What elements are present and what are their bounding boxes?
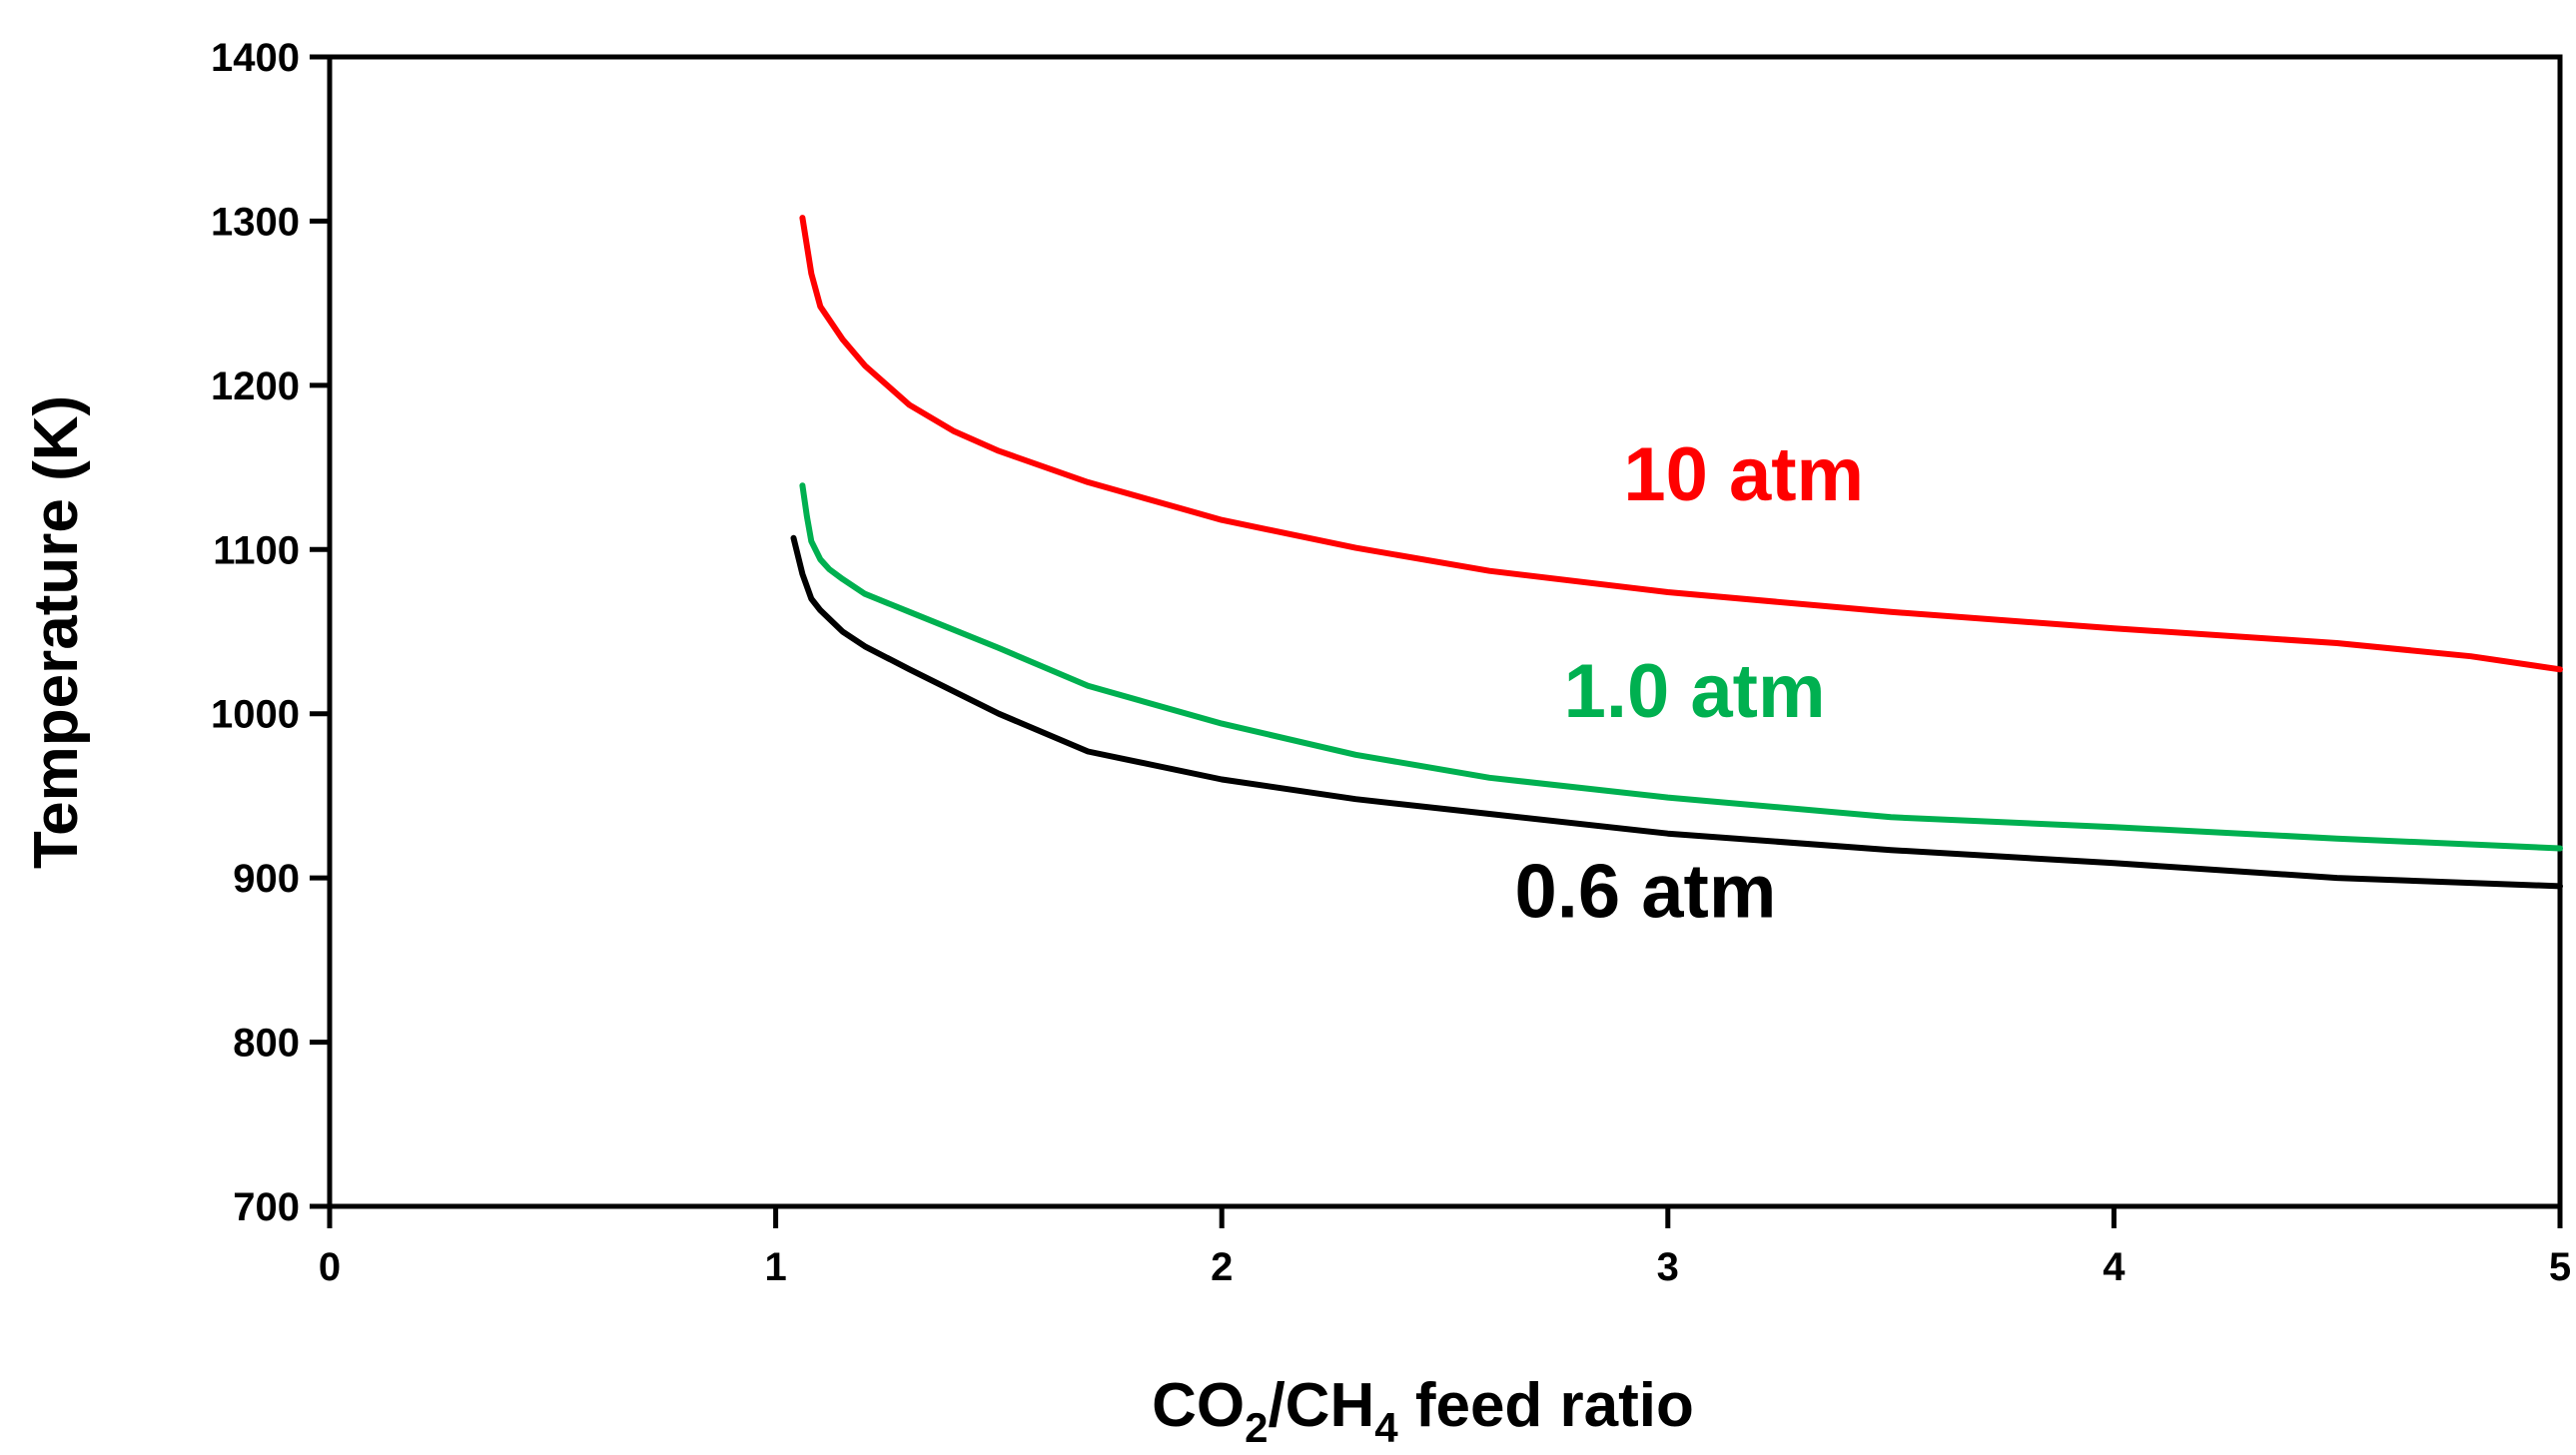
series-line-10-atm (799, 215, 2563, 673)
y-tick-label: 1100 (213, 528, 300, 572)
x-tick-label: 5 (2549, 1245, 2571, 1289)
x-tick-label: 0 (319, 1245, 341, 1289)
x-tick-label: 1 (764, 1245, 786, 1289)
y-tick-label: 700 (233, 1185, 300, 1229)
y-tick-label: 1000 (211, 693, 300, 737)
y-tick-label: 900 (233, 857, 300, 901)
series-line-0-6-atm (790, 534, 2563, 890)
y-tick-label: 1200 (211, 364, 300, 408)
series-label-0-6-atm: 0.6 atm (1515, 850, 1777, 935)
y-axis-title: Temperature (K) (22, 395, 91, 869)
y-tick-label: 1300 (211, 200, 300, 244)
x-axis-title-part: feed ratio (1398, 1371, 1694, 1440)
x-tick-label: 2 (1211, 1245, 1233, 1289)
x-axis-title-part: /CH (1268, 1371, 1374, 1440)
series-label-1-0-atm: 1.0 atm (1564, 649, 1826, 734)
series-line-1-0-atm (799, 482, 2563, 852)
x-axis-title-subscript: 2 (1245, 1404, 1268, 1451)
x-tick-label: 3 (1657, 1245, 1679, 1289)
x-tick-label: 4 (2103, 1245, 2126, 1289)
plot-frame (327, 54, 2563, 1209)
y-tick-label: 800 (233, 1022, 300, 1066)
x-axis-title-subscript: 4 (1374, 1404, 1398, 1451)
y-tick-label: 1400 (211, 36, 300, 80)
series-label-10-atm: 10 atm (1623, 432, 1864, 517)
x-axis-title: CO2/CH4 feed ratio (1152, 1371, 1694, 1451)
x-axis-title-part: CO (1152, 1371, 1245, 1440)
